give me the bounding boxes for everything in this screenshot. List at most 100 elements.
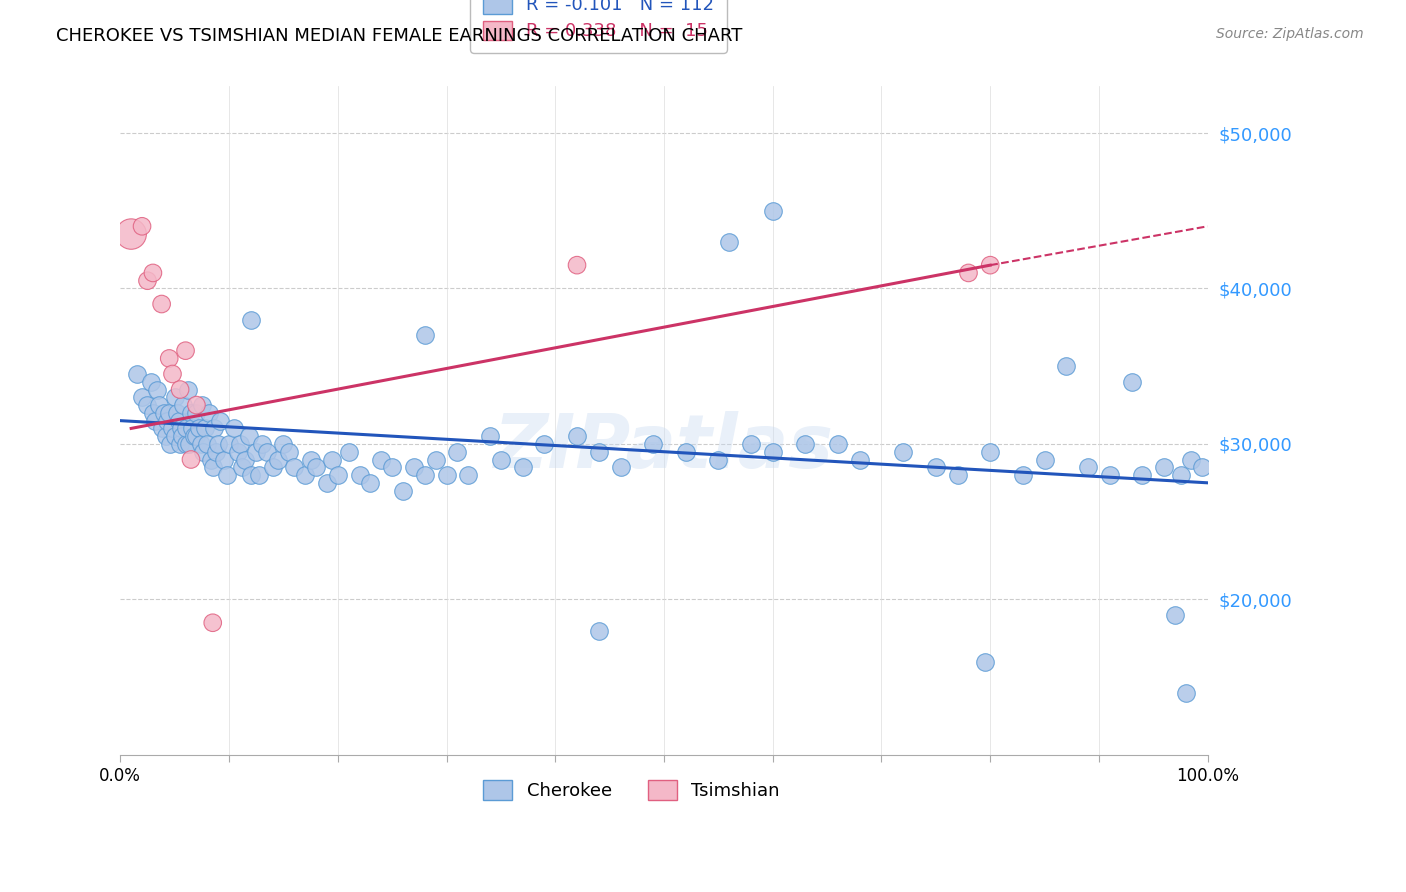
- Point: [402, 460, 425, 475]
- Point: [1121, 375, 1143, 389]
- Point: [326, 468, 349, 483]
- Point: [277, 444, 299, 458]
- Point: [946, 468, 969, 483]
- Point: [1164, 607, 1187, 622]
- Point: [1011, 468, 1033, 483]
- Point: [180, 452, 202, 467]
- Point: [643, 437, 665, 451]
- Point: [174, 343, 197, 358]
- Text: CHEROKEE VS TSIMSHIAN MEDIAN FEMALE EARNINGS CORRELATION CHART: CHEROKEE VS TSIMSHIAN MEDIAN FEMALE EARN…: [56, 27, 742, 45]
- Point: [718, 235, 741, 249]
- Point: [190, 437, 212, 451]
- Point: [162, 367, 184, 381]
- Point: [167, 414, 190, 428]
- Point: [205, 444, 228, 458]
- Point: [136, 398, 159, 412]
- Point: [848, 452, 870, 467]
- Point: [979, 258, 1001, 272]
- Point: [565, 258, 588, 272]
- Point: [1170, 468, 1192, 483]
- Point: [239, 312, 262, 326]
- Point: [191, 398, 214, 412]
- Point: [413, 468, 436, 483]
- Point: [979, 444, 1001, 458]
- Point: [588, 624, 610, 638]
- Point: [231, 460, 253, 475]
- Point: [762, 444, 785, 458]
- Point: [957, 266, 980, 280]
- Point: [239, 468, 262, 483]
- Point: [120, 227, 142, 241]
- Point: [201, 460, 224, 475]
- Point: [925, 460, 948, 475]
- Point: [1033, 452, 1056, 467]
- Point: [1132, 468, 1154, 483]
- Point: [370, 452, 392, 467]
- Point: [1180, 452, 1202, 467]
- Point: [299, 452, 322, 467]
- Point: [305, 460, 328, 475]
- Point: [827, 437, 849, 451]
- Point: [740, 437, 762, 451]
- Point: [159, 437, 181, 451]
- Point: [150, 297, 173, 311]
- Point: [125, 367, 148, 381]
- Point: [533, 437, 555, 451]
- Legend: Cherokee, Tsimshian: Cherokee, Tsimshian: [471, 767, 792, 813]
- Point: [131, 390, 153, 404]
- Point: [177, 437, 200, 451]
- Point: [565, 429, 588, 443]
- Point: [195, 437, 218, 451]
- Point: [446, 444, 468, 458]
- Point: [186, 429, 208, 443]
- Point: [413, 328, 436, 343]
- Point: [762, 203, 785, 218]
- Point: [131, 219, 153, 234]
- Point: [675, 444, 697, 458]
- Point: [316, 475, 339, 490]
- Point: [489, 452, 512, 467]
- Point: [142, 406, 165, 420]
- Point: [973, 655, 995, 669]
- Point: [198, 406, 221, 420]
- Text: ZIPatlas: ZIPatlas: [494, 411, 834, 483]
- Point: [238, 429, 260, 443]
- Point: [174, 437, 197, 451]
- Point: [163, 429, 186, 443]
- Point: [267, 452, 290, 467]
- Point: [174, 421, 197, 435]
- Point: [512, 460, 534, 475]
- Point: [156, 414, 179, 428]
- Point: [436, 468, 458, 483]
- Point: [707, 452, 730, 467]
- Point: [359, 475, 381, 490]
- Point: [224, 421, 246, 435]
- Point: [202, 421, 225, 435]
- Point: [136, 274, 159, 288]
- Point: [349, 468, 371, 483]
- Point: [250, 437, 273, 451]
- Point: [609, 460, 631, 475]
- Point: [157, 406, 180, 420]
- Point: [1098, 468, 1121, 483]
- Point: [209, 414, 232, 428]
- Point: [201, 615, 224, 630]
- Point: [262, 460, 284, 475]
- Point: [794, 437, 817, 451]
- Point: [172, 429, 194, 443]
- Point: [245, 444, 267, 458]
- Point: [186, 406, 208, 420]
- Point: [181, 421, 204, 435]
- Point: [235, 452, 257, 467]
- Point: [226, 444, 249, 458]
- Point: [212, 452, 235, 467]
- Point: [157, 351, 180, 366]
- Point: [273, 437, 295, 451]
- Point: [1077, 460, 1099, 475]
- Point: [169, 383, 191, 397]
- Point: [200, 452, 222, 467]
- Point: [180, 406, 202, 420]
- Point: [457, 468, 479, 483]
- Point: [588, 444, 610, 458]
- Point: [215, 468, 238, 483]
